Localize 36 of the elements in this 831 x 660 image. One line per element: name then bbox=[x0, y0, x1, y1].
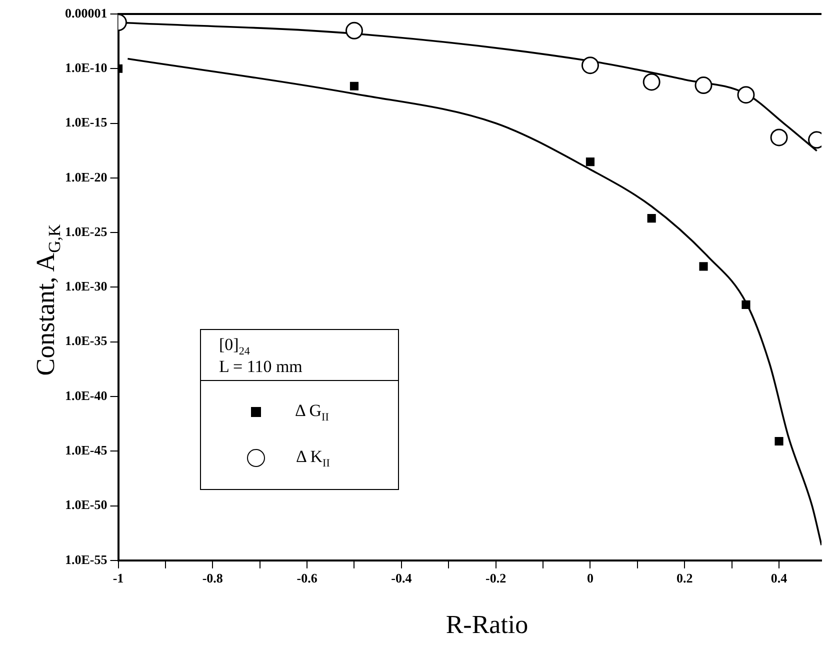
y-tick-label: 0.00001 bbox=[65, 5, 108, 20]
point bbox=[647, 214, 656, 223]
x-tick-label: -0.4 bbox=[391, 570, 412, 586]
y-tick-label: 1.0E-15 bbox=[65, 114, 108, 130]
x-tick-label: -0.6 bbox=[296, 570, 318, 586]
point bbox=[350, 82, 359, 90]
x-tick-label: 0.4 bbox=[770, 570, 788, 586]
x-tick-label: -1 bbox=[112, 570, 124, 586]
x-tick-label: 0.2 bbox=[676, 570, 693, 586]
y-tick-label: 1.0E-30 bbox=[65, 278, 108, 294]
x-tick-label: 0 bbox=[586, 570, 594, 586]
y-tick-label: 1.0E-50 bbox=[65, 497, 108, 512]
x-tick-label: -0.8 bbox=[202, 570, 224, 586]
line-series bbox=[126, 58, 822, 546]
point bbox=[774, 436, 784, 446]
point bbox=[642, 73, 660, 91]
legend-title: [0]$_{24}$ L = 110 mm bbox=[201, 330, 398, 381]
point bbox=[345, 22, 363, 40]
point bbox=[737, 86, 755, 104]
x-tick-label: -0.2 bbox=[486, 570, 506, 586]
legend-label: Δ K$_{II}$ bbox=[296, 446, 330, 470]
y-tick-label: 1.0E-20 bbox=[65, 169, 108, 184]
point bbox=[699, 262, 708, 271]
point bbox=[586, 157, 595, 166]
y-tick-label: 1.0E-25 bbox=[65, 224, 108, 239]
y-tick-label: 1.0E-10 bbox=[65, 60, 108, 75]
point bbox=[581, 56, 599, 74]
legend-label: Δ G$_{II}$ bbox=[295, 400, 329, 424]
y-tick-label: 1.0E-35 bbox=[65, 333, 108, 348]
y-tick-label: 1.0E-55 bbox=[65, 552, 108, 567]
x-axis-title: R-Ratio bbox=[444, 610, 530, 640]
point bbox=[742, 300, 750, 309]
y-tick-label: 1.0E-40 bbox=[65, 388, 108, 403]
point bbox=[770, 128, 788, 146]
y-tick-label: 1.0E-45 bbox=[65, 442, 108, 458]
point bbox=[694, 76, 712, 94]
